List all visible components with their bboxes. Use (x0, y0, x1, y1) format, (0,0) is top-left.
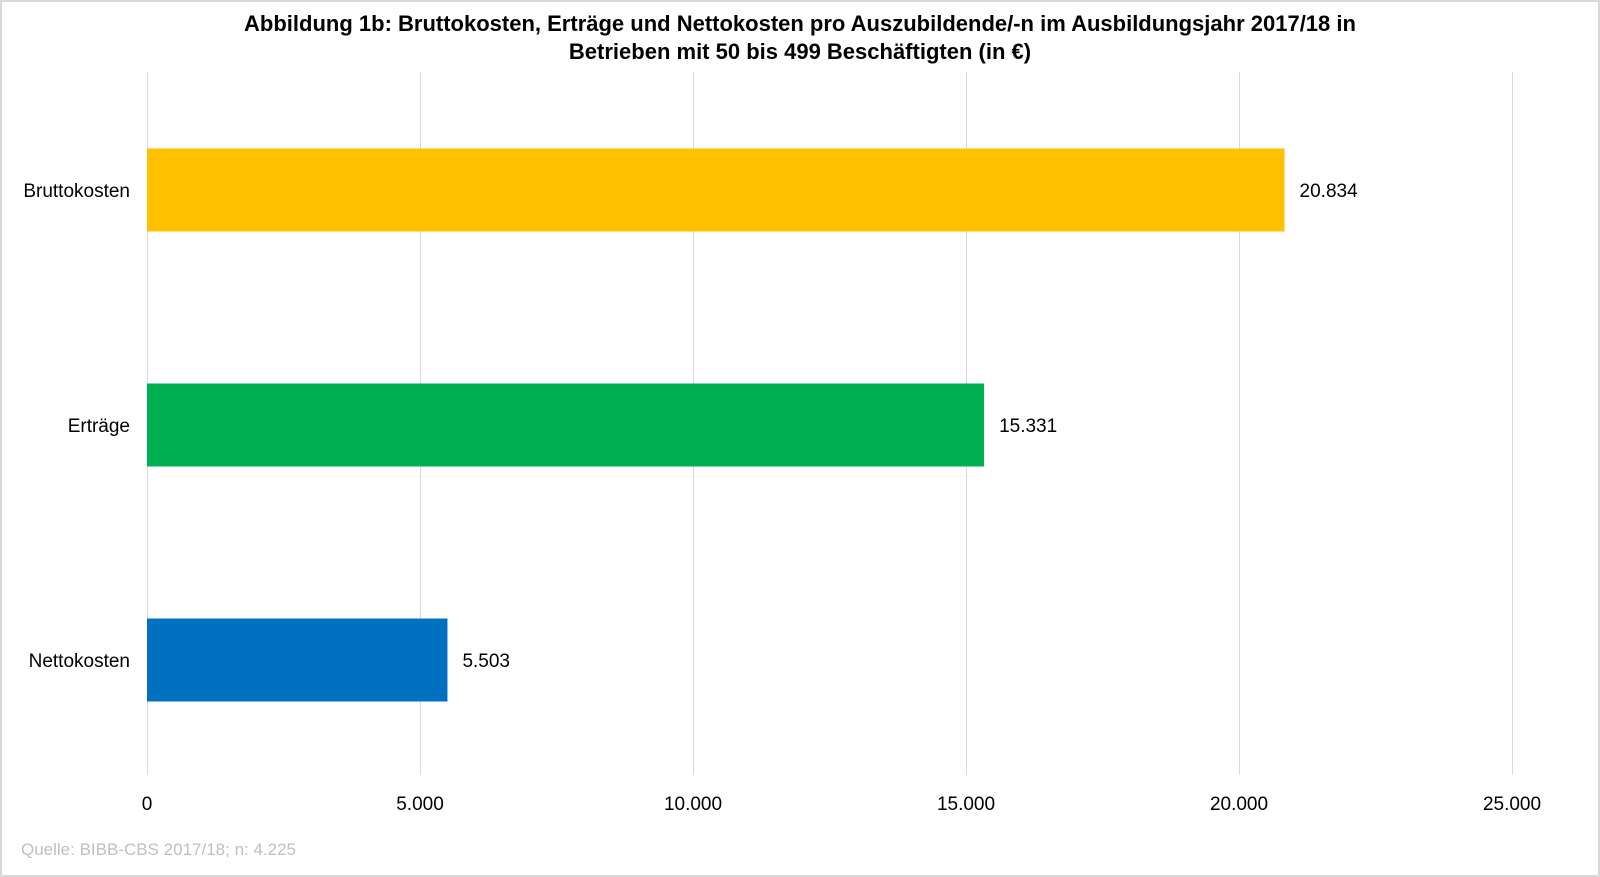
x-tick-label: 20.000 (1210, 794, 1268, 815)
data-label: 20.834 (1300, 181, 1359, 202)
category-label: Erträge (68, 416, 130, 437)
data-labels: 20.834 15.331 5.503 (462, 181, 1358, 672)
chart-title: Abbildung 1b: Bruttokosten, Erträge und … (0, 10, 1600, 66)
x-axis-tick-labels: 0 5.000 10.000 15.000 20.000 25.000 (142, 794, 1541, 815)
bar-nettokosten (147, 618, 448, 702)
category-labels: Bruttokosten Erträge Nettokosten (23, 181, 130, 672)
x-tick-label: 0 (142, 794, 153, 815)
data-label: 15.331 (999, 416, 1057, 437)
chart-title-line-1: Abbildung 1b: Bruttokosten, Erträge und … (244, 11, 1356, 36)
category-label: Nettokosten (29, 651, 130, 672)
bar-ertrge (147, 383, 985, 467)
x-tick-label: 5.000 (396, 794, 444, 815)
category-label: Bruttokosten (23, 181, 130, 202)
x-tick-label: 25.000 (1483, 794, 1541, 815)
x-tick-label: 15.000 (937, 794, 995, 815)
x-tick-label: 10.000 (664, 794, 722, 815)
chart-title-line-2: Betrieben mit 50 bis 499 Beschäftigten (… (568, 39, 1032, 64)
bars (147, 148, 1285, 702)
bar-bruttokosten (147, 148, 1285, 232)
source-note: Quelle: BIBB-CBS 2017/18; n: 4.225 (21, 840, 297, 859)
data-label: 5.503 (462, 651, 510, 672)
